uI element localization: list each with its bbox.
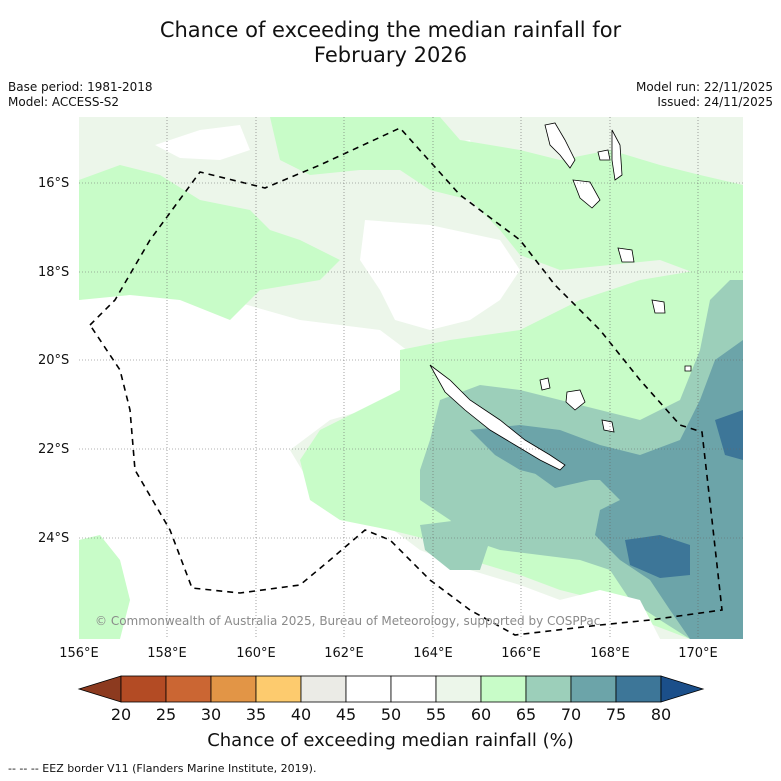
meta-right: Model run: 22/11/2025 Issued: 24/11/2025 xyxy=(636,80,773,110)
vanuatu-2 xyxy=(572,179,601,209)
cb-tick-80: 80 xyxy=(650,705,672,724)
model-run: Model run: 22/11/2025 xyxy=(635,80,773,94)
lat-label-20s: 20°S xyxy=(38,353,70,368)
cb-tick-35: 35 xyxy=(245,705,267,724)
cb-tick-40: 40 xyxy=(290,705,312,724)
new-caledonia xyxy=(429,364,566,471)
lat-label-18s: 18°S xyxy=(38,265,70,280)
lon-label-166e: 166°E xyxy=(501,646,541,661)
cb-tick-45: 45 xyxy=(335,705,357,724)
colorbar-segment xyxy=(615,675,662,703)
colorbar-segment xyxy=(570,675,617,703)
lat-label-22s: 22°S xyxy=(38,442,70,457)
lon-label-164e: 164°E xyxy=(413,646,453,661)
title-line-2: February 2026 xyxy=(313,43,468,67)
map-title: Chance of exceeding the median rainfall … xyxy=(0,18,781,68)
lon-label-170e: 170°E xyxy=(678,646,718,661)
vanuatu-6 xyxy=(651,299,666,314)
colorbar-segment xyxy=(210,675,257,703)
lon-label-158e: 158°E xyxy=(147,646,187,661)
region-50-60-west xyxy=(79,290,660,639)
meta-left: Base period: 1981-2018 Model: ACCESS-S2 xyxy=(8,80,153,110)
region-65-70-sw xyxy=(420,520,490,570)
vanuatu-4 xyxy=(611,129,623,181)
loyalty-islands-3 xyxy=(601,419,615,433)
region-60-65-nw xyxy=(79,165,340,320)
colorbar-title: Chance of exceeding median rainfall (%) xyxy=(207,730,574,751)
region-60-65-n xyxy=(270,117,743,275)
eez-border xyxy=(88,127,723,636)
vanuatu-3 xyxy=(597,149,611,161)
cb-tick-50: 50 xyxy=(380,705,402,724)
colorbar xyxy=(77,675,705,703)
cb-tick-65: 65 xyxy=(515,705,537,724)
lat-label-24s: 24°S xyxy=(38,531,70,546)
graticule xyxy=(79,117,743,639)
vanuatu-5 xyxy=(617,247,635,263)
lon-label-168e: 168°E xyxy=(590,646,630,661)
cb-tick-60: 60 xyxy=(470,705,492,724)
loyalty-islands-2 xyxy=(565,389,586,411)
colorbar-segment xyxy=(255,675,302,703)
region-50-60-central xyxy=(360,220,520,330)
region-75-80-a xyxy=(625,535,690,578)
region-75-80-b xyxy=(715,410,743,460)
colorbar-segment xyxy=(525,675,572,703)
region-50-60-se xyxy=(560,590,660,639)
region-50-60-north xyxy=(155,125,250,160)
region-60-65-sw xyxy=(79,535,130,639)
lon-label-162e: 162°E xyxy=(324,646,364,661)
cb-tick-70: 70 xyxy=(560,705,582,724)
cb-tick-30: 30 xyxy=(200,705,222,724)
base-period: Base period: 1981-2018 xyxy=(8,80,153,94)
eez-footnote: -- -- -- EEZ border V11 (Flanders Marine… xyxy=(8,762,317,775)
cb-tick-55: 55 xyxy=(425,705,447,724)
matthew-hunter xyxy=(684,365,692,372)
lon-label-160e: 160°E xyxy=(236,646,276,661)
colorbar-extend-low xyxy=(77,675,122,703)
cb-tick-75: 75 xyxy=(605,705,627,724)
loyalty-islands-1 xyxy=(539,377,551,391)
colorbar-extend-high xyxy=(660,675,705,703)
colorbar-segment xyxy=(390,675,437,703)
cb-tick-20: 20 xyxy=(110,705,132,724)
colorbar-segment xyxy=(345,675,392,703)
colorbar-segment xyxy=(120,675,167,703)
model-name: Model: ACCESS-S2 xyxy=(8,95,120,109)
colorbar-segment xyxy=(435,675,482,703)
copyright-notice: © Commonwealth of Australia 2025, Bureau… xyxy=(95,614,601,628)
title-line-1: Chance of exceeding the median rainfall … xyxy=(159,18,622,42)
lon-label-156e: 156°E xyxy=(59,646,99,661)
land-outlines xyxy=(429,122,692,471)
colorbar-segment xyxy=(480,675,527,703)
cb-tick-25: 25 xyxy=(155,705,177,724)
issued-date: Issued: 24/11/2025 xyxy=(657,95,773,109)
colorbar-segment xyxy=(300,675,347,703)
colorbar-segment xyxy=(165,675,212,703)
lat-label-16s: 16°S xyxy=(38,176,70,191)
vanuatu-1 xyxy=(544,122,576,169)
